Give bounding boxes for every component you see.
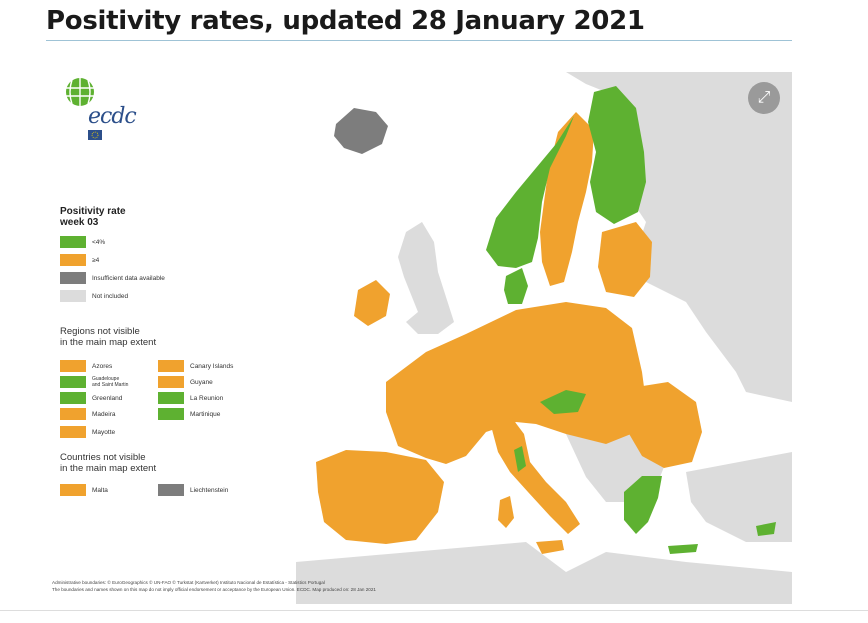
region-label-greenland: Greenland	[92, 395, 123, 402]
bottom-divider	[0, 610, 868, 611]
legend-label-light-grey: Not included	[92, 293, 129, 300]
greece	[624, 476, 662, 534]
country-label-liechtenstein: Liechtenstein	[190, 487, 229, 494]
cyprus	[756, 522, 776, 536]
europe-map	[296, 72, 792, 604]
legend-label-orange: ≥4	[92, 257, 100, 264]
italy	[490, 418, 580, 534]
norway	[486, 116, 574, 268]
iberia	[316, 450, 444, 544]
countries-heading: Countries not visible in the main map ex…	[60, 452, 157, 474]
page-title: Positivity rates, updated 28 January 202…	[46, 6, 645, 36]
region-swatch-greenland	[60, 392, 86, 404]
russia-region	[606, 72, 792, 402]
denmark	[504, 268, 528, 304]
expand-button[interactable]: ⤢	[748, 82, 780, 114]
austria	[540, 390, 586, 414]
iceland	[334, 108, 388, 154]
region-label-martinique: Martinique	[190, 411, 221, 418]
logo-text: ecdc	[88, 104, 137, 129]
country-swatch-malta	[60, 484, 86, 496]
region-label-mayotte: Mayotte	[92, 429, 116, 436]
expand-icon: ⤢	[757, 89, 771, 106]
credits-line-1: Administrative boundaries: © EuroGeograp…	[52, 580, 325, 585]
region-swatch-azores	[60, 360, 86, 372]
sweden	[540, 112, 594, 286]
regions-heading: Regions not visible in the main map exte…	[60, 326, 157, 348]
region-label-guyane: Guyane	[190, 379, 213, 386]
legend-swatch-green	[60, 236, 86, 248]
eu-flag-icon	[88, 130, 102, 140]
sardinia	[498, 496, 514, 528]
legend-swatch-dark-grey	[60, 272, 86, 284]
central-europe	[386, 302, 646, 464]
baltics	[598, 222, 652, 297]
region-swatch-mayotte	[60, 426, 86, 438]
region-swatch-madeira	[60, 408, 86, 420]
title-divider	[46, 40, 792, 41]
corsica	[514, 446, 526, 472]
ireland	[354, 280, 390, 326]
sicily	[536, 540, 564, 554]
region-swatch-guyane	[158, 376, 184, 388]
legend-label-dark-grey: Insufficient data available	[92, 275, 165, 282]
region-swatch-guadeloupe	[60, 376, 86, 388]
country-swatch-liechtenstein	[158, 484, 184, 496]
region-swatch-canary	[158, 360, 184, 372]
crete	[668, 544, 698, 554]
norway-northcap-region	[566, 72, 621, 92]
north-africa-region	[296, 542, 792, 604]
region-swatch-martinique	[158, 408, 184, 420]
region-label-canary: Canary Islands	[190, 363, 234, 370]
legend-title: Positivity rate week 03	[60, 206, 126, 228]
region-swatch-reunion	[158, 392, 184, 404]
credits-line-2: The boundaries and names shown on this m…	[52, 587, 376, 592]
finland	[588, 86, 646, 224]
country-label-malta: Malta	[92, 487, 108, 494]
legend-label-green: <4%	[92, 239, 106, 246]
ecdc-logo: ecdc	[60, 76, 140, 146]
globe-icon	[66, 78, 94, 106]
map-figure: ecdc Positivity rate week 03 <4% ≥4 Insu…	[46, 72, 792, 604]
romania-bulgaria	[628, 382, 702, 468]
region-label-reunion: La Reunion	[190, 395, 224, 402]
region-label-guadeloupe: Guadeloupe and Saint Martin	[92, 376, 129, 388]
legend-swatch-light-grey	[60, 290, 86, 302]
turkey-region	[686, 452, 792, 542]
uk-region	[398, 222, 454, 334]
region-label-madeira: Madeira	[92, 411, 116, 418]
region-label-azores: Azores	[92, 363, 113, 370]
legend-swatch-orange	[60, 254, 86, 266]
